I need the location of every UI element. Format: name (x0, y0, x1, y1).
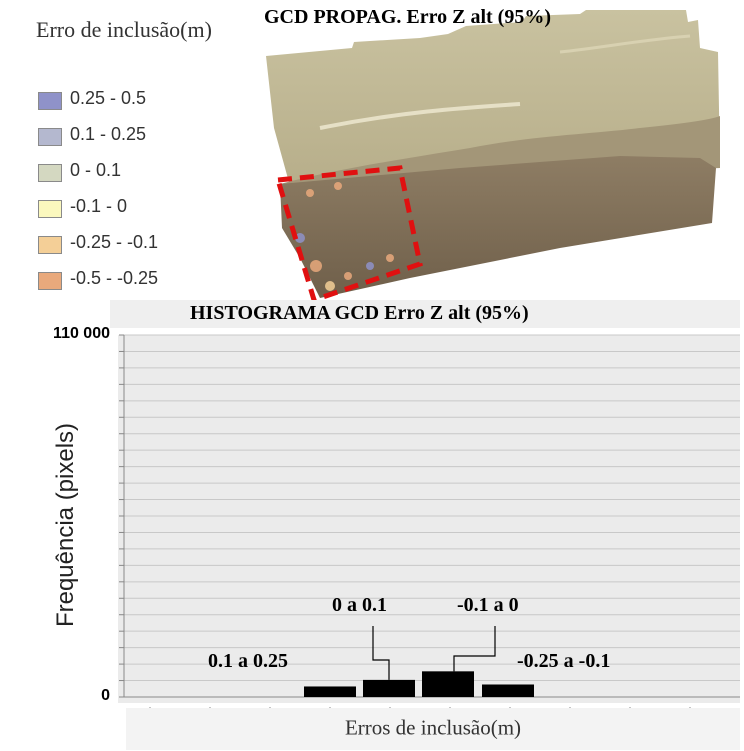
x-axis-area (126, 708, 740, 750)
elevation-map-image (266, 10, 720, 304)
legend-label: 0.1 - 0.25 (70, 124, 147, 144)
bar-label: 0 a 0.1 (332, 594, 387, 616)
histogram-bar (482, 684, 534, 697)
annotation-leader-line (372, 626, 390, 680)
histogram-title-bar (110, 300, 740, 328)
legend-swatch (38, 272, 62, 290)
y-tick-label-min: 0 (101, 687, 110, 704)
x-axis-label: Erros de inclusão(m) (344, 715, 522, 740)
map-title: GCD PROPAG. Erro Z alt (95%) (264, 6, 552, 28)
legend-label: -0.1 - 0 (70, 196, 128, 216)
legend-swatch (38, 128, 62, 146)
legend-label: 0.25 - 0.5 (70, 88, 147, 108)
legend-swatch (38, 200, 62, 218)
bar-label: 0.1 a 0.25 (208, 650, 288, 672)
bar-label: -0.1 a 0 (457, 594, 519, 616)
annotation-leader-line (453, 626, 496, 672)
legend-swatch (38, 164, 62, 182)
legend-label: -0.5 - -0.25 (70, 268, 159, 288)
legend-swatch (38, 92, 62, 110)
y-axis-label: Frequência (pixels) (52, 422, 79, 628)
y-tick-label-max: 110 000 (53, 325, 110, 342)
histogram-title: HISTOGRAMA GCD Erro Z alt (95%) (190, 302, 529, 324)
histogram-bar (304, 686, 356, 697)
legend-label: -0.25 - -0.1 (70, 232, 159, 252)
legend-label: 0 - 0.1 (70, 160, 122, 180)
histogram-bar (422, 671, 474, 697)
plot-area (118, 335, 740, 703)
histogram-bar (363, 679, 415, 697)
bar-label: -0.25 a -0.1 (517, 650, 611, 672)
legend-swatch (38, 236, 62, 254)
legend-title: Erro de inclusão(m) (36, 17, 212, 42)
